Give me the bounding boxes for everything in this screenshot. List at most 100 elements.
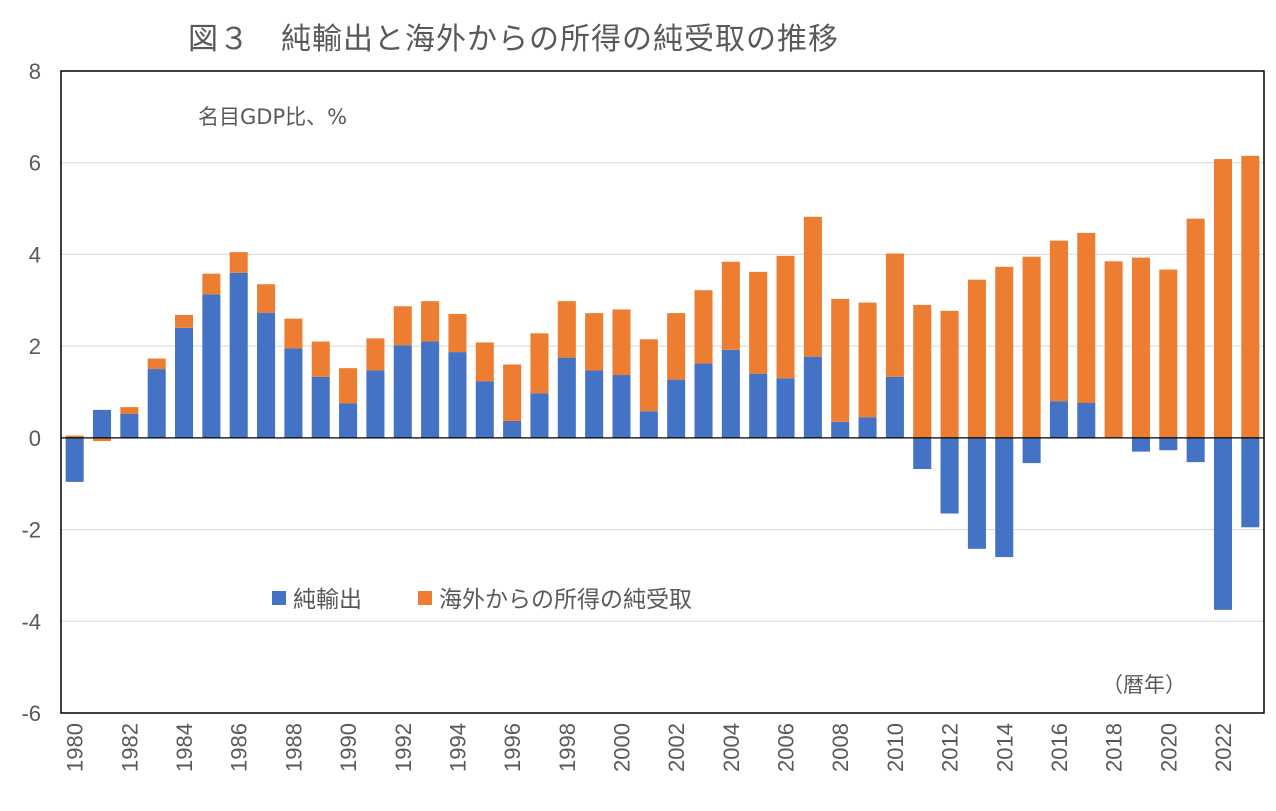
bar-net-income-1985 — [202, 273, 221, 295]
x-tick-label: 1998 — [555, 723, 580, 772]
x-tick-label: 2000 — [609, 723, 634, 772]
bar-net-income-2017 — [1077, 232, 1096, 404]
bar-net-exports-2017 — [1077, 403, 1096, 438]
bar-net-income-1994 — [448, 314, 467, 353]
bar-net-income-1983 — [147, 358, 166, 370]
chart-title: 図３ 純輸出と海外からの所得の純受取の推移 — [188, 22, 839, 57]
bar-net-income-1997 — [530, 333, 549, 394]
bar-net-income-1990 — [339, 368, 358, 404]
bar-net-exports-2005 — [749, 373, 768, 438]
bar-net-exports-1998 — [557, 357, 576, 438]
bar-net-exports-1989 — [311, 376, 330, 438]
bar-net-exports-2008 — [831, 421, 850, 438]
bar-net-income-2004 — [721, 261, 740, 350]
bar-net-income-2012 — [940, 310, 959, 438]
bar-net-income-1989 — [311, 341, 330, 377]
bar-net-exports-2006 — [776, 378, 795, 438]
x-tick-label: 1992 — [391, 723, 416, 772]
x-tick-label: 2012 — [938, 723, 963, 772]
legend-swatch-net-income — [418, 591, 432, 605]
bar-net-exports-1990 — [339, 403, 358, 438]
bar-net-income-2001 — [639, 339, 658, 412]
legend-label-net-income: 海外からの所得の純受取 — [439, 587, 692, 613]
x-tick-label: 1986 — [227, 723, 252, 772]
bar-net-income-1982 — [120, 407, 139, 415]
y-tick-label: -2 — [21, 518, 41, 543]
bar-net-exports-1995 — [475, 381, 494, 438]
bar-net-exports-1993 — [421, 341, 440, 438]
bar-net-exports-2016 — [1049, 401, 1068, 438]
bar-net-income-1998 — [557, 301, 576, 358]
bar-net-income-2006 — [776, 255, 795, 379]
bar-net-exports-1994 — [448, 352, 467, 438]
x-tick-label: 1996 — [500, 723, 525, 772]
bar-net-income-1991 — [366, 338, 385, 371]
bar-net-exports-2012 — [940, 437, 959, 514]
bar-net-income-2022 — [1213, 159, 1233, 438]
bar-net-income-2010 — [885, 253, 904, 377]
bar-net-income-1987 — [257, 284, 276, 313]
bar-net-exports-1997 — [530, 393, 549, 438]
y-tick-label: 8 — [29, 59, 41, 84]
bar-net-exports-1981 — [92, 409, 112, 438]
bar-net-exports-1996 — [503, 420, 522, 438]
bar-net-exports-2000 — [612, 375, 631, 438]
bar-net-income-2008 — [831, 298, 850, 422]
bar-net-income-2018 — [1104, 261, 1123, 438]
bar-net-exports-1985 — [202, 294, 221, 438]
bar-net-exports-2004 — [721, 349, 740, 438]
bar-net-exports-2023 — [1241, 437, 1260, 528]
bar-net-income-2020 — [1159, 269, 1178, 438]
bar-net-exports-2003 — [694, 363, 713, 438]
bar-net-income-1996 — [503, 364, 522, 421]
bar-net-income-2014 — [995, 266, 1014, 438]
bar-net-income-1999 — [585, 313, 604, 371]
bar-net-income-2016 — [1049, 240, 1068, 402]
x-tick-label: 1982 — [117, 723, 142, 772]
bar-net-exports-2015 — [1022, 437, 1041, 464]
x-tick-label: 2008 — [828, 723, 853, 772]
x-tick-label: 1990 — [336, 723, 361, 772]
bar-net-exports-1988 — [284, 348, 303, 438]
bar-net-income-2003 — [694, 290, 713, 364]
x-tick-label: 1980 — [63, 723, 88, 772]
y-tick-label: 0 — [29, 426, 41, 451]
bar-net-income-2000 — [612, 309, 631, 376]
bar-net-income-1992 — [393, 306, 412, 346]
bar-net-exports-2002 — [667, 379, 686, 438]
bar-net-income-2023 — [1241, 155, 1260, 438]
bar-net-exports-2014 — [995, 437, 1014, 558]
x-tick-label: 2020 — [1156, 723, 1181, 772]
bar-net-exports-2011 — [913, 437, 932, 470]
bar-net-exports-2022 — [1213, 437, 1233, 610]
x-axis-label: （暦年） — [1102, 673, 1186, 697]
bar-net-exports-2021 — [1186, 437, 1205, 463]
bar-net-income-2021 — [1186, 218, 1205, 438]
bar-net-income-1981 — [92, 437, 112, 442]
x-tick-label: 2006 — [774, 723, 799, 772]
y-tick-label: -6 — [21, 701, 41, 726]
bar-net-exports-1982 — [120, 414, 139, 438]
y-tick-label: 6 — [29, 151, 41, 176]
x-tick-label: 2002 — [664, 723, 689, 772]
bar-net-exports-1991 — [366, 370, 385, 438]
bar-net-income-1980 — [65, 435, 84, 438]
unit-note: 名目GDP比、% — [198, 105, 347, 129]
bar-net-exports-2013 — [967, 437, 986, 549]
y-tick-label: 4 — [29, 242, 41, 267]
bar-net-exports-2009 — [858, 417, 877, 438]
bar-net-income-2011 — [913, 304, 932, 438]
bar-net-exports-1980 — [65, 437, 84, 482]
bar-net-exports-1992 — [393, 345, 412, 438]
legend-label-net-exports: 純輸出 — [293, 587, 362, 613]
bar-net-income-1984 — [175, 314, 194, 328]
bar-net-exports-2020 — [1159, 437, 1178, 451]
bar-net-income-1993 — [421, 301, 440, 342]
bar-net-exports-1984 — [175, 327, 194, 438]
bar-net-exports-2007 — [803, 356, 822, 438]
x-tick-label: 1988 — [281, 723, 306, 772]
bar-net-exports-2019 — [1131, 437, 1150, 452]
bar-net-income-1986 — [229, 252, 248, 273]
y-tick-label: 2 — [29, 334, 41, 359]
